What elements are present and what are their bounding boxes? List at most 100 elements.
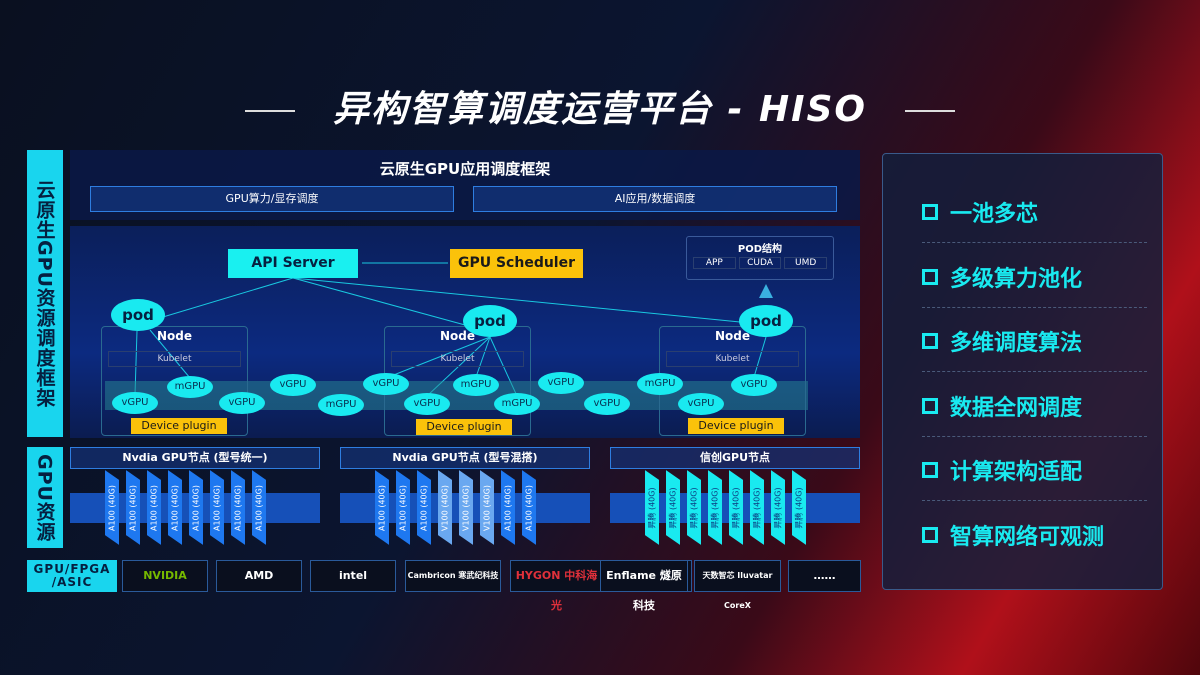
gpu-compute-scheduling: GPU算力/显存调度 [90,186,454,212]
device-plugin-3: Device plugin [688,418,784,434]
checkbox-square-icon [922,462,938,478]
pod-umd: UMD [784,257,828,269]
gpu-card-label: A100 (40G) [128,484,138,531]
gpu-unit-vgpu: vGPU [404,393,450,415]
device-plugin-2: Device plugin [416,419,512,435]
title-line-left [245,110,295,112]
checkbox-square-icon [922,204,938,220]
gpu-card: V100 (40G) [459,470,473,545]
pod-structure: POD结构 APP CUDA UMD [686,236,834,280]
gpu-card: 昇腾 (40G) [708,470,722,545]
checkbox-square-icon [922,333,938,349]
vendor-logo: Enflame 燧原科技 [600,560,688,612]
gpu-card-label: 昇腾 (40G) [710,486,720,529]
gpu-card: V100 (40G) [480,470,494,545]
gpu-card: A100 (40G) [417,470,431,545]
vendor-logo: …… [788,560,861,592]
gpu-card: A100 (40G) [396,470,410,545]
gpu-card-label: 昇腾 (40G) [773,486,783,529]
gpu-card-label: A100 (40G) [503,484,513,531]
feature-label: 多维调度算法 [950,331,1083,356]
gpu-card: A100 (40G) [147,470,161,545]
feature-item: 一池多芯 [922,196,1038,228]
vendor-logo: 天数智芯 Iluvatar CoreX [694,560,781,610]
feature-item: 多维调度算法 [922,325,1082,357]
feature-label: 多级算力池化 [950,266,1083,292]
checkbox-square-icon [922,397,938,414]
gpu-card-label: V100 (40G) [482,484,492,531]
app-framework-panel: 云原生GPU应用调度框架 GPU算力/显存调度 AI应用/数据调度 [70,150,860,220]
feature-item: 智算网络可观测 [922,519,1104,551]
feature-label: 一池多芯 [950,202,1039,227]
gpu-card: 昇腾 (40G) [792,470,806,545]
pod-2: pod [463,305,517,337]
gpu-card-label: A100 (40G) [254,484,264,531]
gpu-card-label: A100 (40G) [170,484,180,531]
feature-label: 智算网络可观测 [950,524,1105,550]
divider [922,242,1147,243]
gpu-card: A100 (40G) [105,470,119,545]
gpu-card-label: A100 (40G) [107,484,117,531]
gpu-card-label: A100 (40G) [149,484,159,531]
vendor-logo: AMD [216,560,302,592]
vendor-logo: Cambricon 寒武纪科技 [405,560,501,592]
feature-label: 计算架构适配 [950,460,1083,485]
app-framework-title: 云原生GPU应用调度框架 [379,160,551,178]
gpu-card: 昇腾 (40G) [771,470,785,545]
up-arrow-icon [759,284,773,298]
feature-item: 多级算力池化 [922,261,1082,293]
gpu-card: 昇腾 (40G) [645,470,659,545]
feature-label: 数据全网调度 [950,395,1083,421]
gpu-unit-vgpu: vGPU [678,393,724,415]
kubelet: Kubelet [391,351,524,367]
gpu-group-title: Nvdia GPU节点 (型号混搭) [340,447,590,469]
resources-label: GPU资源 [27,447,63,548]
gpu-card: A100 (40G) [210,470,224,545]
gpu-unit-vgpu: vGPU [219,392,265,414]
gpu-card: A100 (40G) [501,470,515,545]
gpu-card-label: A100 (40G) [419,484,429,531]
gpu-unit-vgpu: vGPU [363,373,409,395]
pod-3: pod [739,305,793,337]
gpu-unit-mgpu: mGPU [494,393,540,415]
framework-label: 云原生GPU资源调度框架 [27,150,63,437]
device-plugin-1: Device plugin [131,418,227,434]
gpu-card-label: 昇腾 (40G) [668,486,678,529]
gpu-card: 昇腾 (40G) [687,470,701,545]
gpu-card-label: 昇腾 (40G) [647,486,657,529]
gpu-card-label: V100 (40G) [440,484,450,531]
gpu-card-label: A100 (40G) [524,484,534,531]
gpu-unit-vgpu: vGPU [112,392,158,414]
gpu-card-label: A100 (40G) [377,484,387,531]
gpu-unit-mgpu: mGPU [318,394,364,416]
gpu-card: 昇腾 (40G) [666,470,680,545]
pod-app: APP [693,257,736,269]
gpu-card: A100 (40G) [231,470,245,545]
gpu-card-label: V100 (40G) [461,484,471,531]
feature-item: 计算架构适配 [922,454,1082,486]
gpu-card: A100 (40G) [252,470,266,545]
divider [922,306,1147,308]
title-line-right [905,110,955,112]
gpu-card: A100 (40G) [126,470,140,545]
pod-cuda: CUDA [738,257,782,269]
gpu-card-label: A100 (40G) [233,484,243,531]
feature-item: 数据全网调度 [922,390,1082,422]
kubelet: Kubelet [666,351,799,367]
divider [922,371,1147,372]
vendor-logo: intel [310,560,396,592]
gpu-unit-mgpu: mGPU [453,374,499,396]
hardware-label: GPU/FPGA /ASIC [27,560,117,592]
gpu-unit-mgpu: mGPU [167,376,213,398]
gpu-card: 昇腾 (40G) [729,470,743,545]
checkbox-square-icon [922,268,938,285]
api-server-box: API Server [228,249,358,278]
node-label: Node [714,329,750,343]
ai-data-scheduling: AI应用/数据调度 [473,186,837,212]
gpu-card-label: A100 (40G) [398,484,408,531]
gpu-unit-vgpu: vGPU [270,374,316,396]
node-label: Node [439,329,475,343]
kubelet: Kubelet [108,351,241,367]
gpu-card: A100 (40G) [189,470,203,545]
node-3: Node Kubelet [659,326,806,436]
